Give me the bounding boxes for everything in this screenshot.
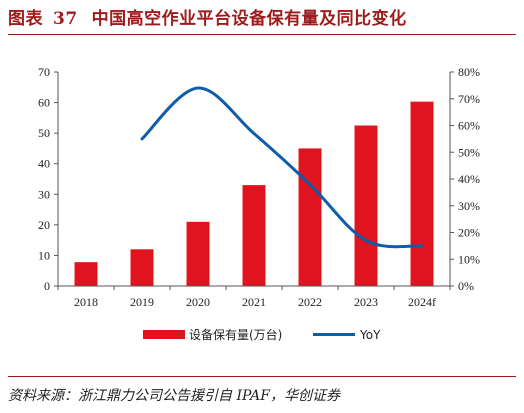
bar bbox=[74, 262, 98, 286]
bar bbox=[298, 148, 322, 286]
chart: 0 10 20 30 40 50 60 70 0% 10% 20% 30% 40% 50% 60% 70% 8… bbox=[38, 65, 480, 342]
bar bbox=[354, 125, 378, 286]
left-tick-label: 70 bbox=[38, 65, 50, 79]
x-tick-label: 2021 bbox=[242, 295, 266, 309]
left-tick-label: 60 bbox=[38, 96, 50, 110]
x-tick-label: 2023 bbox=[354, 295, 378, 309]
legend-line-label: YoY bbox=[359, 328, 381, 342]
bar bbox=[130, 249, 154, 286]
right-tick-label: 80% bbox=[458, 65, 480, 79]
left-tick-label: 10 bbox=[38, 248, 50, 262]
right-axis: 0% 10% 20% 30% 40% 50% 60% 70% 80% bbox=[449, 65, 480, 293]
bar bbox=[410, 101, 434, 286]
source-note: 资料来源：浙江鼎力公司公告援引自 IPAF，华创证券 bbox=[8, 388, 340, 404]
left-tick-label: 50 bbox=[38, 126, 50, 140]
figure-title: 图表 37 中国高空作业平台设备保有量及同比变化 bbox=[8, 4, 407, 29]
right-tick-label: 0% bbox=[458, 279, 474, 293]
left-tick-label: 20 bbox=[38, 218, 50, 232]
x-tick-label: 2024f bbox=[408, 295, 436, 309]
right-tick-label: 40% bbox=[458, 172, 480, 186]
right-tick-label: 70% bbox=[458, 92, 480, 106]
x-tick-label: 2020 bbox=[186, 295, 210, 309]
figure-title-text: 中国高空作业平台设备保有量及同比变化 bbox=[91, 9, 407, 29]
line-series bbox=[140, 86, 424, 249]
left-tick-label: 40 bbox=[38, 157, 50, 171]
left-axis: 0 10 20 30 40 50 60 70 bbox=[38, 65, 59, 293]
yoy-line bbox=[140, 86, 424, 249]
bar bbox=[242, 185, 266, 286]
left-tick-label: 30 bbox=[38, 187, 50, 201]
left-tick-label: 0 bbox=[44, 279, 50, 293]
x-tick-label: 2019 bbox=[130, 295, 154, 309]
right-tick-label: 20% bbox=[458, 226, 480, 240]
x-tick-label: 2022 bbox=[298, 295, 322, 309]
x-axis: 2018 2019 2020 2021 2022 2023 2024f bbox=[57, 285, 451, 309]
legend: 设备保有量(万台) YoY bbox=[143, 327, 381, 342]
right-tick-label: 10% bbox=[458, 252, 480, 266]
bar-series bbox=[74, 101, 434, 286]
bar bbox=[186, 221, 210, 286]
source-rule bbox=[8, 376, 516, 377]
title-rule bbox=[8, 34, 516, 35]
x-tick-label: 2018 bbox=[74, 295, 98, 309]
right-tick-label: 50% bbox=[458, 145, 480, 159]
legend-bar-label: 设备保有量(万台) bbox=[189, 327, 282, 342]
legend-bar-swatch bbox=[143, 330, 185, 339]
figure-number: 37 bbox=[53, 9, 78, 29]
right-tick-label: 30% bbox=[458, 199, 480, 213]
figure-label: 图表 bbox=[8, 9, 43, 29]
right-tick-label: 60% bbox=[458, 119, 480, 133]
